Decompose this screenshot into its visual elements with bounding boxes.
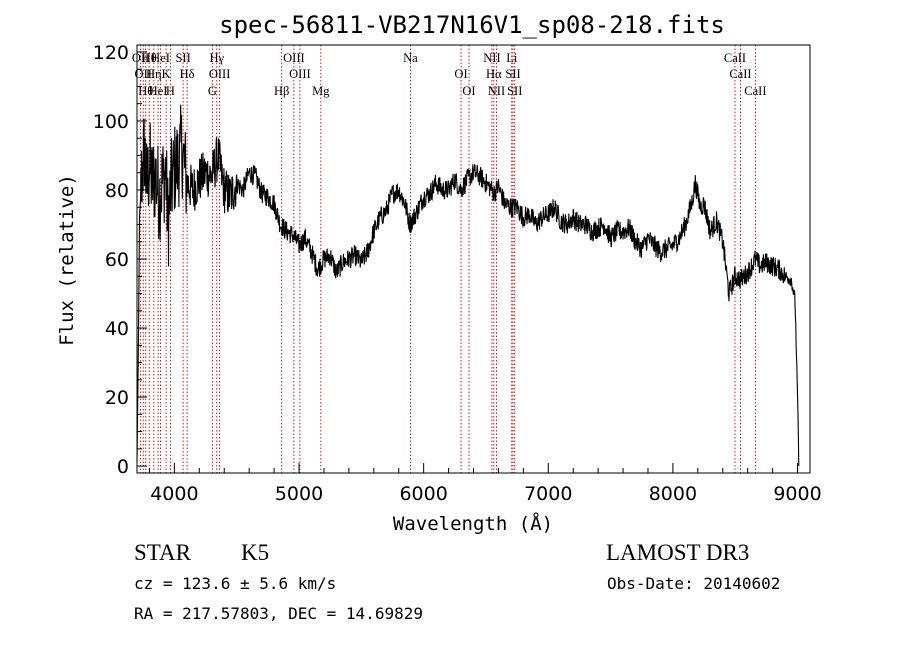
line-marker-label: H [166, 84, 175, 98]
emission-line-labels: OIIOIIHθHθHηHeIHeIKHSIIHδGHγOIIIHβOIIIOI… [132, 51, 767, 98]
y-axis-label: Flux (relative) [56, 174, 78, 346]
line-marker-label: HeI [151, 51, 170, 65]
line-marker-label: K [162, 67, 171, 81]
survey-name: LAMOST DR3 [606, 540, 750, 565]
line-marker-label: HeI [149, 84, 168, 98]
line-marker-label: Hγ [209, 51, 224, 65]
x-tick-label: 9000 [773, 483, 821, 505]
y-tick-label: 40 [105, 318, 129, 340]
line-marker-label: OIII [289, 67, 311, 81]
plot-frame [136, 44, 811, 474]
y-tick-label: 60 [105, 249, 129, 271]
line-marker-label: G [208, 84, 217, 98]
line-marker-label: Na [403, 51, 418, 65]
line-marker-label: NII [483, 51, 500, 65]
line-marker-label: Hβ [274, 84, 289, 98]
line-marker-label: Hα [486, 67, 502, 81]
observation-date: Obs-Date: 20140602 [607, 574, 781, 593]
line-marker-label: SII [507, 84, 522, 98]
spectrum-line [136, 104, 800, 467]
line-marker-label: Li [506, 51, 518, 65]
x-axis-ticks: 4000 5000 6000 7000 8000 9000 [148, 463, 822, 505]
object-subclass: K5 [241, 540, 270, 565]
x-tick-label: 5000 [275, 483, 323, 505]
ra-dec-coordinates: RA = 217.57803, DEC = 14.69829 [134, 604, 423, 623]
y-axis-ticks: 0 20 40 60 80 100 120 [93, 42, 147, 478]
line-marker-label: Hη [146, 67, 162, 81]
x-tick-label: 8000 [649, 483, 697, 505]
y-tick-label: 20 [105, 387, 129, 409]
line-marker-label: Mg [312, 84, 330, 98]
line-marker-label: Hθ [142, 51, 157, 65]
x-tick-label: 6000 [399, 483, 447, 505]
line-marker-label: OII [132, 51, 149, 65]
y-tick-label: 100 [93, 111, 129, 133]
line-marker-label: CaII [729, 67, 751, 81]
x-tick-label: 4000 [150, 483, 198, 505]
redshift-cz: cz = 123.6 ± 5.6 km/s [134, 574, 337, 593]
line-marker-label: OII [135, 67, 152, 81]
line-marker-label: OI [454, 67, 467, 81]
line-marker-label: Hδ [180, 67, 195, 81]
line-marker-label: OIII [209, 67, 231, 81]
line-marker-label: NII [488, 84, 505, 98]
x-axis-label: Wavelength (Å) [393, 512, 553, 535]
line-marker-label: OI [462, 84, 475, 98]
emission-line-markers [140, 45, 756, 473]
line-marker-label: CaII [744, 84, 766, 98]
y-tick-label: 120 [93, 42, 129, 64]
chart-title: spec-56811-VB217N16V1_sp08-218.fits [219, 11, 725, 39]
object-class: STAR [134, 540, 191, 565]
y-tick-label: 0 [117, 456, 129, 478]
line-marker-label: SII [175, 51, 190, 65]
line-marker-label: SII [505, 67, 520, 81]
x-tick-label: 7000 [524, 483, 572, 505]
line-marker-label: OIII [283, 51, 305, 65]
line-marker-label: Hθ [138, 84, 153, 98]
line-marker-label: CaII [724, 51, 746, 65]
y-tick-label: 80 [105, 180, 129, 202]
